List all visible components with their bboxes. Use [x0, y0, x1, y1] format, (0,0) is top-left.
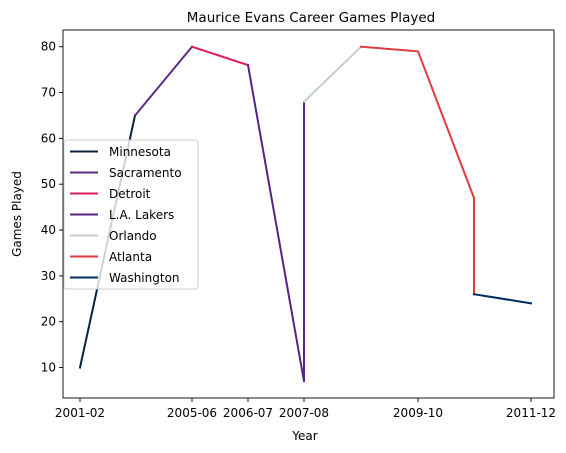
series-line-atlanta — [359, 45, 475, 296]
chart-title: Maurice Evans Career Games Played — [187, 10, 435, 26]
y-axis-label: Games Played — [10, 171, 24, 257]
x-tick-label: 2011-12 — [506, 406, 556, 420]
legend-label-l-a-lakers: L.A. Lakers — [109, 208, 174, 222]
x-tick-label: 2006-07 — [223, 406, 273, 420]
x-tick-label: 2005-06 — [167, 406, 217, 420]
x-tick-label: 2001-02 — [55, 406, 105, 420]
x-tick-label: 2009-10 — [393, 406, 443, 420]
series-line-l-a-lakers — [246, 63, 305, 383]
y-tick-label: 30 — [41, 269, 56, 283]
y-tick-label: 10 — [41, 361, 56, 375]
series-line-sacramento — [133, 45, 194, 117]
plot-frame — [62, 29, 555, 399]
legend-label-sacramento: Sacramento — [109, 166, 182, 180]
x-axis-ticks: 2001-02 2005-06 2006-07 2007-08 2009-10 2011-… — [55, 398, 556, 420]
y-tick-label: 70 — [41, 86, 56, 100]
y-tick-label: 20 — [41, 315, 56, 329]
x-axis-label: Year — [291, 429, 317, 443]
y-axis-ticks: 10 20 30 40 50 60 70 80 — [41, 40, 63, 375]
series-line-orlando — [302, 45, 363, 104]
y-tick-label: 50 — [41, 177, 56, 191]
y-tick-label: 80 — [41, 40, 56, 54]
legend-label-minnesota: Minnesota — [109, 145, 171, 159]
y-tick-label: 40 — [41, 223, 56, 237]
legend-box — [63, 139, 199, 290]
series-line-detroit — [190, 45, 250, 67]
legend-label-atlanta: Atlanta — [109, 250, 152, 264]
legend: Minnesota Sacramento Detroit L.A. Lakers Orl… — [63, 139, 199, 290]
legend-label-orlando: Orlando — [109, 229, 157, 243]
x-tick-label: 2007-08 — [279, 406, 329, 420]
series-line-washington — [472, 293, 533, 305]
legend-label-washington: Washington — [109, 271, 180, 285]
y-tick-label: 60 — [41, 131, 56, 145]
legend-label-detroit: Detroit — [109, 187, 151, 201]
